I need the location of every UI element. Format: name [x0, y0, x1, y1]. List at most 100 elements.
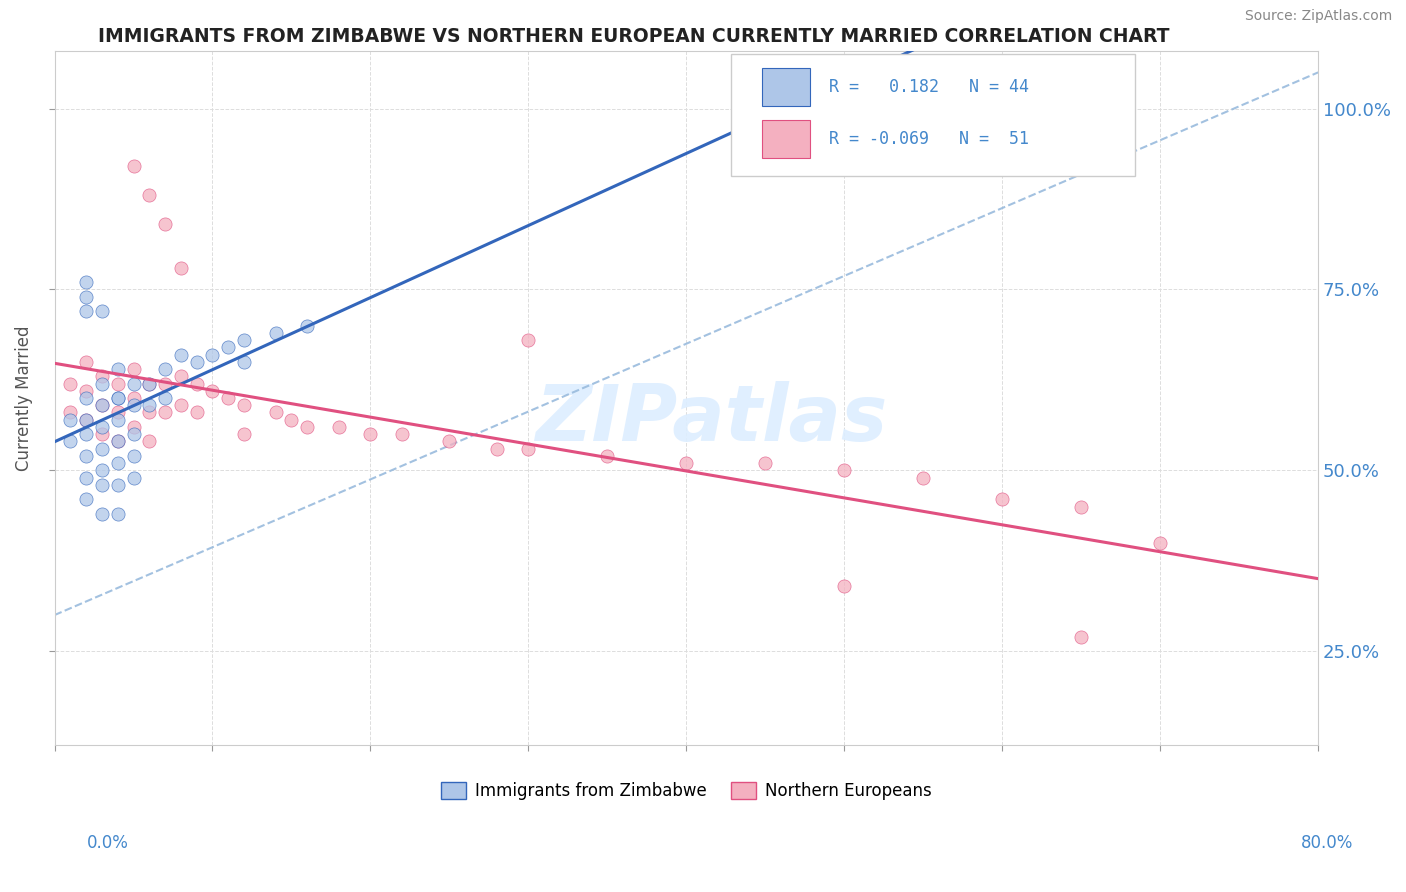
Point — [264, 326, 287, 340]
Point — [122, 160, 145, 174]
Point — [1149, 535, 1171, 549]
Point — [90, 420, 112, 434]
Point — [391, 427, 413, 442]
Point — [122, 470, 145, 484]
Point — [122, 398, 145, 412]
Point — [170, 348, 193, 362]
Point — [122, 362, 145, 376]
Point — [59, 434, 82, 449]
Point — [359, 427, 381, 442]
Point — [233, 398, 256, 412]
Point — [75, 413, 97, 427]
Point — [90, 463, 112, 477]
Text: IMMIGRANTS FROM ZIMBABWE VS NORTHERN EUROPEAN CURRENTLY MARRIED CORRELATION CHAR: IMMIGRANTS FROM ZIMBABWE VS NORTHERN EUR… — [98, 27, 1170, 45]
Point — [75, 449, 97, 463]
Point — [59, 405, 82, 419]
Point — [233, 333, 256, 347]
Point — [90, 507, 112, 521]
Point — [153, 391, 176, 405]
Text: 0.0%: 0.0% — [87, 834, 129, 852]
Point — [138, 405, 160, 419]
Point — [832, 463, 855, 477]
Text: Source: ZipAtlas.com: Source: ZipAtlas.com — [1244, 9, 1392, 23]
Text: 80.0%: 80.0% — [1301, 834, 1354, 852]
Point — [90, 442, 112, 456]
Point — [107, 413, 129, 427]
Point — [59, 413, 82, 427]
FancyBboxPatch shape — [762, 120, 810, 159]
Point — [297, 318, 319, 333]
Point — [991, 492, 1014, 507]
Point — [1070, 630, 1092, 644]
Point — [138, 376, 160, 391]
Point — [75, 492, 97, 507]
Point — [75, 470, 97, 484]
Point — [107, 507, 129, 521]
Point — [832, 579, 855, 593]
Point — [75, 304, 97, 318]
Point — [122, 420, 145, 434]
Point — [90, 376, 112, 391]
Point — [517, 442, 540, 456]
Point — [122, 449, 145, 463]
Point — [754, 456, 776, 470]
Point — [233, 427, 256, 442]
Point — [107, 405, 129, 419]
Point — [75, 275, 97, 289]
Point — [201, 348, 224, 362]
Text: ZIPatlas: ZIPatlas — [536, 381, 887, 457]
Point — [90, 478, 112, 492]
Point — [90, 398, 112, 412]
Point — [912, 470, 935, 484]
Point — [439, 434, 461, 449]
FancyBboxPatch shape — [762, 68, 810, 106]
Point — [517, 333, 540, 347]
Point — [107, 391, 129, 405]
Point — [75, 384, 97, 398]
Point — [153, 405, 176, 419]
Point — [170, 369, 193, 384]
Point — [138, 188, 160, 202]
Point — [107, 478, 129, 492]
Point — [485, 442, 508, 456]
Point — [75, 427, 97, 442]
Point — [186, 376, 208, 391]
Point — [153, 376, 176, 391]
Point — [122, 427, 145, 442]
Point — [107, 376, 129, 391]
Point — [90, 427, 112, 442]
Point — [170, 398, 193, 412]
Point — [75, 290, 97, 304]
Point — [186, 355, 208, 369]
Point — [75, 391, 97, 405]
Point — [138, 376, 160, 391]
Point — [107, 434, 129, 449]
Point — [75, 413, 97, 427]
Point — [90, 369, 112, 384]
Point — [186, 405, 208, 419]
Point — [107, 362, 129, 376]
Point — [59, 376, 82, 391]
Point — [201, 384, 224, 398]
Point — [1070, 500, 1092, 514]
Text: R = -0.069   N =  51: R = -0.069 N = 51 — [830, 130, 1029, 148]
Point — [280, 413, 302, 427]
Point — [107, 456, 129, 470]
Point — [153, 362, 176, 376]
Point — [107, 434, 129, 449]
FancyBboxPatch shape — [731, 54, 1135, 176]
Point — [675, 456, 697, 470]
Point — [233, 355, 256, 369]
Point — [107, 391, 129, 405]
Point — [75, 355, 97, 369]
Point — [153, 217, 176, 231]
Point — [90, 398, 112, 412]
Point — [297, 420, 319, 434]
Point — [217, 340, 239, 354]
Point — [138, 398, 160, 412]
Point — [90, 304, 112, 318]
Legend: Immigrants from Zimbabwe, Northern Europeans: Immigrants from Zimbabwe, Northern Europ… — [434, 775, 938, 806]
Text: R =   0.182   N = 44: R = 0.182 N = 44 — [830, 78, 1029, 96]
Point — [122, 376, 145, 391]
Point — [138, 434, 160, 449]
